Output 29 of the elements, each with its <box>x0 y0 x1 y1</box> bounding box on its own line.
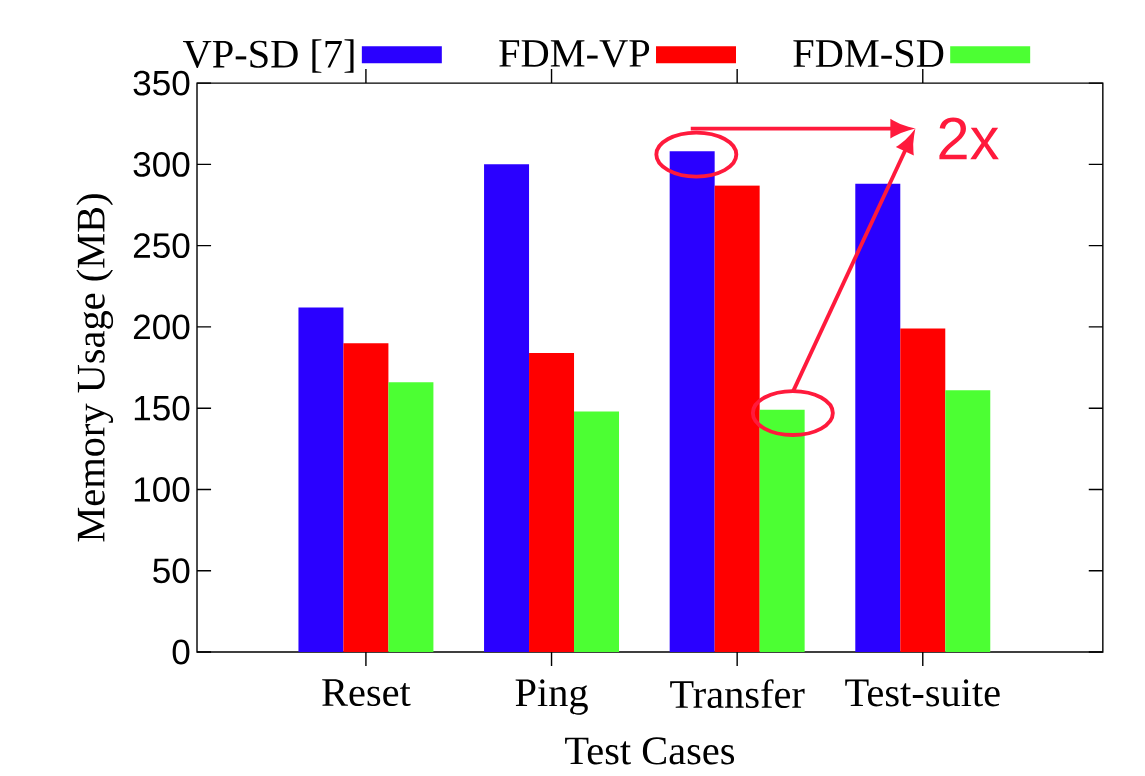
bar <box>298 307 344 652</box>
bar <box>574 411 620 652</box>
bar <box>484 164 530 652</box>
bar <box>669 151 715 652</box>
bar <box>343 343 389 652</box>
x-axis-title: Test Cases <box>565 737 735 765</box>
legend-label: FDM-SD <box>793 40 944 68</box>
y-axis-title: Memory Usage (MB) <box>76 194 114 542</box>
x-tick-label: Transfer <box>670 679 805 709</box>
bar <box>714 185 760 652</box>
x-tick-label: Ping <box>515 679 588 715</box>
annotation: 2x <box>939 117 999 160</box>
y-tick-label: 300 <box>133 151 190 177</box>
y-tick-label: 350 <box>133 70 190 96</box>
y-tick-label: 250 <box>133 233 190 259</box>
legend-label: FDM-VP <box>499 40 650 68</box>
y-tick-label: 50 <box>153 558 190 584</box>
x-tick-label: Test-suite <box>845 679 1000 707</box>
bar <box>900 328 946 652</box>
y-tick-label: 200 <box>133 314 190 340</box>
y-tick-label: 0 <box>172 639 190 665</box>
x-tick-label: Reset <box>322 679 411 707</box>
bar <box>855 183 901 652</box>
bar <box>759 409 805 652</box>
y-tick-label: 100 <box>134 477 190 502</box>
bar <box>529 352 575 652</box>
bar <box>388 382 434 652</box>
y-tick-label: 150 <box>134 395 190 421</box>
bar <box>945 390 991 652</box>
